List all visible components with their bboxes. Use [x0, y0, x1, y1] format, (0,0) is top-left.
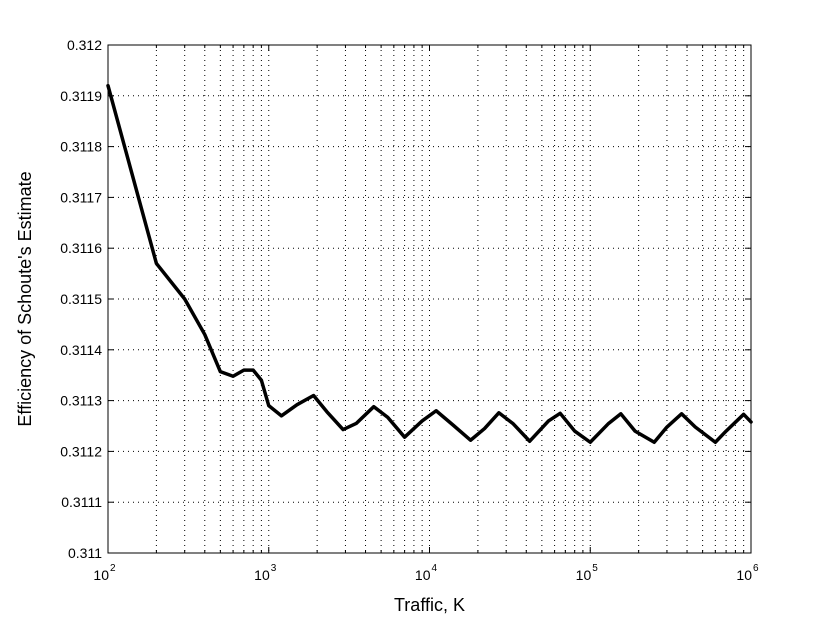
plot-area	[107, 44, 752, 554]
y-tick-label: 0.3116	[60, 240, 102, 256]
y-tick-label: 0.3119	[60, 88, 102, 104]
x-tick-label: 10 2	[93, 563, 116, 583]
y-tick-label: 0.3113	[60, 393, 102, 409]
y-tick-label: 0.312	[67, 37, 102, 53]
x-tick-label: 10 5	[576, 563, 599, 583]
y-tick-label: 0.3112	[60, 443, 102, 459]
x-tick-base: 10	[254, 567, 270, 583]
x-tick-base: 10	[415, 567, 431, 583]
x-tick-exponent: 2	[110, 563, 116, 574]
y-axis-label: Efficiency of Schoute's Estimate	[15, 171, 35, 426]
series	[106, 83, 753, 445]
grid	[108, 45, 751, 553]
x-tick-label: 10 3	[254, 563, 277, 583]
ticks: 0.311 0.3111 0.3112 0.3113 0.3114 0.3115 0.311…	[60, 37, 759, 583]
x-tick-label: 10 6	[736, 563, 759, 583]
y-tick-label: 0.3115	[60, 291, 102, 307]
x-tick-exponent: 5	[592, 563, 598, 574]
x-axis-label: Traffic, K	[394, 595, 465, 615]
series-line	[106, 83, 753, 445]
x-tick-base: 10	[576, 567, 592, 583]
x-tick-exponent: 3	[271, 563, 277, 574]
y-tick-label: 0.3114	[60, 342, 102, 358]
x-tick-base: 10	[736, 567, 752, 583]
x-tick-label: 10 4	[415, 563, 438, 583]
x-tick-base: 10	[93, 567, 109, 583]
x-tick-exponent: 6	[753, 563, 759, 574]
x-tick-exponent: 4	[432, 563, 438, 574]
y-tick-label: 0.311	[68, 545, 102, 561]
y-tick-label: 0.3111	[61, 494, 102, 510]
y-tick-label: 0.3118	[60, 139, 102, 155]
y-tick-label: 0.3117	[60, 189, 102, 205]
